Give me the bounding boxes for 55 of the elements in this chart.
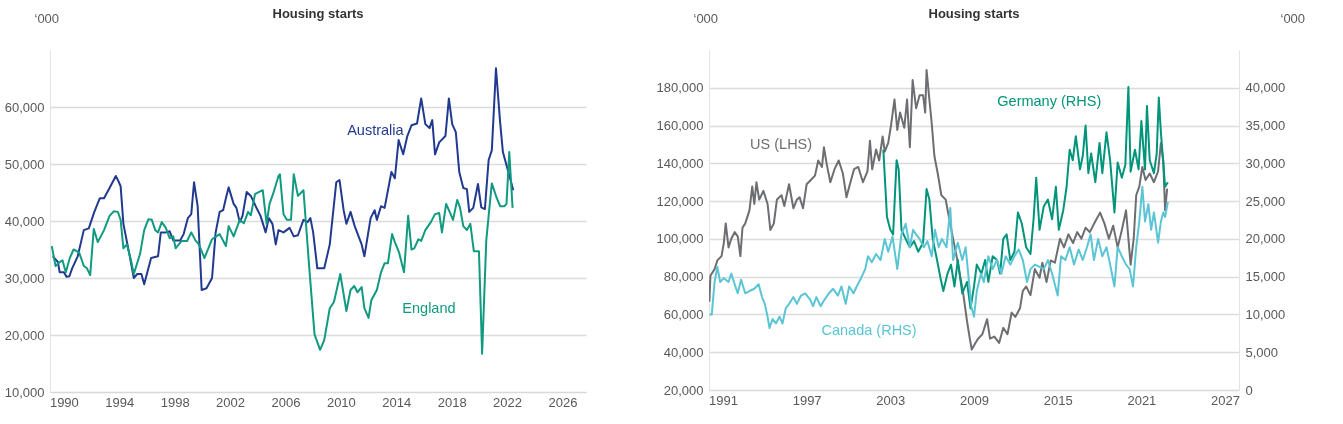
y2-tick-label: 15,000 [1245,269,1286,285]
y-tick-label: 160,000 [656,118,704,134]
x-tick-label: 2027 [1211,392,1241,408]
line-series [51,67,515,291]
y2-tick-label: 25,000 [1245,193,1286,209]
y-tick-label: 20,000 [4,327,45,343]
x-tick-label: 2018 [437,394,467,410]
y-tick-label: 40,000 [663,344,704,360]
y-tick-label: 40,000 [4,213,45,229]
y2-axis-title: ‘000 [1280,10,1306,26]
y2-tick-label: 20,000 [1245,231,1286,247]
line-series [709,69,1169,351]
y-tick-label: 60,000 [663,306,704,322]
line-series [50,151,514,355]
x-tick-label: 2006 [271,394,301,410]
series-label: Germany (RHS) [997,93,1102,110]
x-tick-label: 2009 [960,392,989,408]
y2-tick-label: 30,000 [1245,155,1286,171]
chart-title: Housing starts [928,6,1020,21]
y2-tick-label: 10,000 [1245,306,1286,322]
series-label: England [402,299,456,316]
x-tick-label: 2026 [548,394,578,410]
y-axis-title: ‘000 [34,10,60,26]
y-tick-label: 100,000 [656,231,704,247]
x-tick-label: 2010 [326,394,356,410]
y-tick-label: 50,000 [4,156,45,172]
series-label: US (LHS) [750,136,813,153]
x-tick-label: 1991 [708,392,738,408]
series-label: Canada (RHS) [821,321,917,338]
x-tick-label: 2014 [382,394,412,410]
y-tick-label: 60,000 [4,99,45,115]
y2-tick-label: 0 [1245,382,1253,398]
y2-tick-label: 40,000 [1245,80,1286,96]
y-tick-label: 10,000 [4,384,45,400]
x-tick-label: 2015 [1043,392,1073,408]
x-tick-label: 2022 [493,394,523,410]
chart-title: Housing starts [272,6,364,21]
y-tick-label: 180,000 [656,80,704,96]
x-tick-label: 2002 [216,394,246,410]
x-tick-label: 1997 [792,392,822,408]
x-tick-label: 1994 [105,394,135,410]
x-tick-label: 2003 [876,392,906,408]
x-tick-label: 1990 [49,394,79,410]
y-tick-label: 30,000 [4,270,45,286]
line-series [882,86,1169,310]
series-label: Australia [347,122,405,139]
x-tick-label: 1998 [160,394,190,410]
x-tick-label: 2021 [1127,392,1157,408]
y2-tick-label: 5,000 [1245,344,1279,360]
y-tick-label: 120,000 [656,193,704,209]
y2-tick-label: 35,000 [1245,118,1286,134]
y-axis-title: ‘000 [693,10,719,26]
y-tick-label: 20,000 [663,382,704,398]
y-tick-label: 140,000 [656,155,704,171]
y-tick-label: 80,000 [663,269,704,285]
